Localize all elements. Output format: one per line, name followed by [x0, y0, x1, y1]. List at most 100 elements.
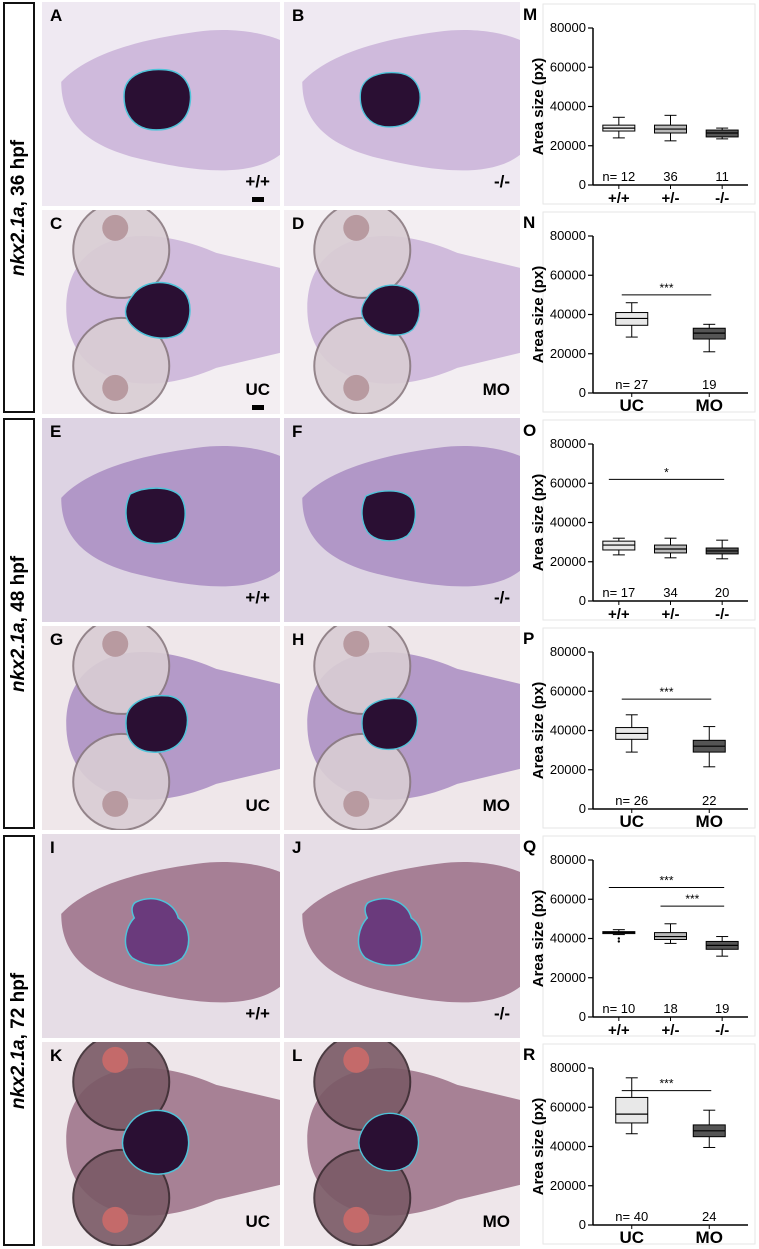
genotype-label: -/-	[493, 588, 510, 607]
stage-label-box-36hpf: nkx2.1a, 36 hpf	[3, 2, 35, 413]
genotype-label: UC	[245, 380, 270, 399]
chart-frame	[542, 419, 756, 621]
y-tick-label: 20000	[550, 762, 586, 777]
y-tick-label: 0	[579, 801, 586, 816]
micrograph-panel-h: H MO	[284, 626, 520, 830]
panel-letter: I	[50, 838, 55, 857]
significance-label: ***	[659, 281, 673, 295]
y-tick-label: 80000	[550, 852, 586, 867]
significance-label: *	[664, 465, 669, 479]
chart-R: R Area size (px) 0 20000 40000 60000 80000 n= 4…	[523, 1040, 759, 1248]
y-tick-label: 60000	[550, 267, 586, 282]
panel-letter: C	[50, 214, 63, 233]
y-tick-label: 60000	[550, 1099, 586, 1114]
significance-label: ***	[659, 1077, 673, 1091]
chart-panel-letter: O	[523, 421, 536, 440]
genotype-label: MO	[482, 1212, 510, 1231]
micrograph-panel-c: C UC	[42, 210, 280, 414]
micrograph-panel-k: K UC	[42, 1042, 280, 1246]
x-tick-label: MO	[696, 396, 723, 415]
chart-N-svg: N Area size (px) 0 20000 40000 60000 80000 n= 2…	[523, 211, 756, 415]
chart-frame	[542, 1043, 756, 1245]
y-tick-label: 0	[579, 593, 586, 608]
significance-label: ***	[685, 892, 699, 906]
chart-R-svg: R Area size (px) 0 20000 40000 60000 80000 n= 4…	[523, 1043, 756, 1247]
micrograph-panel-i: I +/+	[42, 834, 280, 1038]
panel-letter: L	[292, 1046, 303, 1065]
micrograph-panel-b: B -/-	[284, 2, 520, 206]
x-tick-label: +/-	[662, 1022, 680, 1039]
n-count-label: n= 12	[602, 169, 635, 184]
n-count-label: n= 10	[602, 1001, 635, 1016]
outlier-point	[617, 940, 621, 943]
micrograph-panel-j: J -/-	[284, 834, 520, 1038]
embryo-image	[307, 1042, 520, 1246]
embryo-image	[66, 1042, 280, 1246]
y-tick-label: 40000	[550, 931, 586, 946]
y-tick-label: 80000	[550, 436, 586, 451]
n-count-label: n= 17	[602, 585, 635, 600]
chart-M: M Area size (px) 0 20000 40000 60000 80000 n= 1…	[523, 0, 759, 208]
panel-letter: F	[292, 422, 303, 441]
significance-label: ***	[659, 685, 673, 699]
y-tick-label: 40000	[550, 1139, 586, 1154]
box-UC	[615, 1096, 649, 1124]
stage-label-box-48hpf: nkx2.1a, 48 hpf	[3, 418, 35, 829]
y-tick-label: 0	[579, 1217, 586, 1232]
chart-Q-svg: Q Area size (px) 0 20000 40000 60000 80000 n= 1…	[523, 835, 756, 1039]
panel-letter: H	[292, 630, 305, 649]
y-axis-label: Area size (px)	[530, 474, 547, 572]
x-tick-label: +/+	[608, 606, 630, 623]
y-tick-label: 0	[579, 385, 586, 400]
y-tick-label: 60000	[550, 891, 586, 906]
chart-P: P Area size (px) 0 20000 40000 60000 80000 n= 2…	[523, 624, 759, 832]
embryo-image	[66, 626, 280, 830]
y-tick-label: 80000	[550, 644, 586, 659]
chart-M-svg: M Area size (px) 0 20000 40000 60000 80000 n= 1…	[523, 3, 756, 207]
micrograph-panel-f: F -/-	[284, 418, 520, 622]
n-count-label: 34	[663, 585, 677, 600]
y-tick-label: 20000	[550, 554, 586, 569]
significance-label: ***	[659, 873, 673, 887]
chart-frame	[542, 3, 756, 205]
embryo-image	[302, 30, 520, 171]
y-axis-label: Area size (px)	[530, 58, 547, 156]
panel-letter: K	[50, 1046, 63, 1065]
genotype-label: MO	[482, 796, 510, 815]
panel-letter: D	[292, 214, 305, 233]
genotype-label: +/+	[245, 588, 270, 607]
n-count-label: 19	[715, 1001, 729, 1016]
y-axis-label: Area size (px)	[530, 1098, 547, 1196]
micrograph-panel-a: A +/+	[42, 2, 280, 206]
genotype-label: +/+	[245, 172, 270, 191]
x-tick-label: +/+	[608, 1022, 630, 1039]
chart-panel-letter: M	[523, 5, 537, 24]
panel-letter: J	[292, 838, 302, 857]
stage-label-72hpf: nkx2.1a, 72 hpf	[8, 972, 29, 1109]
n-count-label: n= 27	[615, 377, 648, 392]
y-tick-label: 20000	[550, 138, 586, 153]
chart-P-svg: P Area size (px) 0 20000 40000 60000 80000 n= 2…	[523, 627, 756, 831]
chart-N: N Area size (px) 0 20000 40000 60000 80000 n= 2…	[523, 208, 759, 416]
y-tick-label: 20000	[550, 970, 586, 985]
x-tick-label: +/-	[662, 606, 680, 623]
chart-O-svg: O Area size (px) 0 20000 40000 60000 80000 n= 1…	[523, 419, 756, 623]
n-count-label: 11	[715, 169, 729, 184]
x-tick-label: -/-	[715, 190, 729, 207]
embryo-image	[61, 30, 280, 171]
y-axis-label: Area size (px)	[530, 266, 547, 364]
n-count-label: n= 26	[615, 793, 648, 808]
chart-panel-letter: R	[523, 1045, 535, 1064]
y-tick-label: 80000	[550, 228, 586, 243]
y-tick-label: 60000	[550, 59, 586, 74]
panel-letter: G	[50, 630, 64, 649]
y-axis-label: Area size (px)	[530, 682, 547, 780]
genotype-label: +/+	[245, 1004, 270, 1023]
n-count-label: n= 40	[615, 1209, 648, 1224]
y-tick-label: 40000	[550, 515, 586, 530]
y-tick-label: 40000	[550, 307, 586, 322]
stage-label-48hpf: nkx2.1a, 48 hpf	[8, 555, 29, 692]
x-tick-label: -/-	[715, 1022, 729, 1039]
y-axis-label: Area size (px)	[530, 890, 547, 988]
panel-letter: E	[50, 422, 62, 441]
